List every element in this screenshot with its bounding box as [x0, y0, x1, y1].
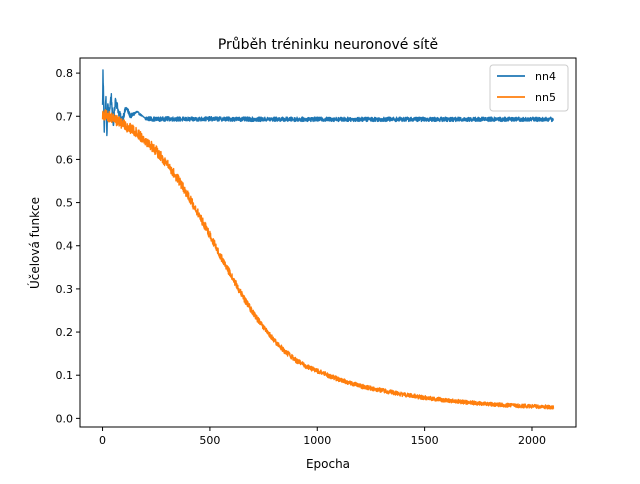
legend-label-nn5: nn5 [535, 91, 556, 104]
series-line-nn5 [101, 109, 555, 410]
x-tick-label: 0 [99, 434, 106, 447]
legend: nn4 nn5 [489, 64, 569, 112]
y-axis: 0.0 0.1 0.2 0.3 0.4 0.5 0.6 0.7 0.8 [56, 67, 80, 425]
y-tick-label: 0.7 [56, 110, 74, 123]
y-tick-label: 0.6 [56, 153, 74, 166]
legend-box [489, 64, 569, 112]
y-tick-label: 0.3 [56, 283, 74, 296]
plot-area-frame [79, 57, 577, 428]
x-axis: 0 500 1000 1500 2000 [99, 427, 546, 447]
y-tick-label: 0.4 [56, 240, 74, 253]
x-tick-label: 500 [199, 434, 220, 447]
x-tick-label: 2000 [518, 434, 546, 447]
y-axis-label: Účelová funkce [27, 197, 42, 289]
y-tick-label: 0.2 [56, 326, 74, 339]
x-tick-label: 1500 [411, 434, 439, 447]
y-tick-label: 0.1 [56, 369, 74, 382]
chart-title: Průběh tréninku neuronové sítě [218, 37, 438, 53]
legend-label-nn4: nn4 [535, 70, 556, 83]
x-tick-label: 1000 [303, 434, 331, 447]
y-tick-label: 0.5 [56, 197, 74, 210]
series-layer [101, 69, 555, 410]
y-tick-label: 0.0 [56, 412, 74, 425]
x-axis-label: Epocha [306, 457, 350, 471]
y-tick-label: 0.8 [56, 67, 74, 80]
series-line-nn4 [101, 69, 554, 137]
